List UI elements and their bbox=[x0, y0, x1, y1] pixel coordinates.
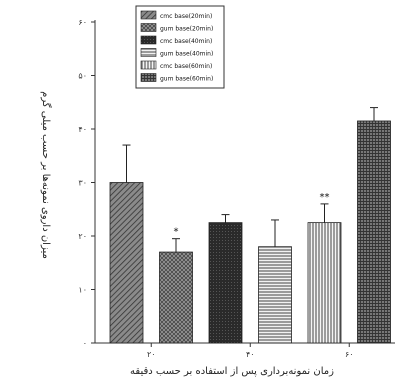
legend-label: gum base(20min) bbox=[160, 26, 213, 33]
legend-swatch bbox=[140, 10, 157, 20]
legend-swatch bbox=[140, 48, 157, 57]
significance-marker: * bbox=[174, 227, 179, 238]
x-axis-title: زمان نمونه‌برداری پس از استفاده بر حسب د… bbox=[130, 366, 334, 377]
x-tick-label: ۶۰ bbox=[345, 350, 354, 359]
y-axis-title: میزان داروی نمونه‌ها بر حسب میلی گرم bbox=[40, 91, 52, 259]
x-tick-group: ۲۰ ۴۰ ۶۰ bbox=[147, 343, 354, 359]
legend-label: cmc base(60min) bbox=[160, 63, 212, 70]
legend-label: cmc base(20min) bbox=[160, 13, 212, 20]
legend-label: gum base(60min) bbox=[160, 76, 213, 83]
y-tick-label: ۶۰ bbox=[78, 18, 87, 27]
bar bbox=[159, 251, 193, 344]
legend-swatch bbox=[140, 23, 157, 32]
bar bbox=[307, 222, 342, 344]
legend-items: cmc base(20min) gum base(20min) cmc base(4… bbox=[140, 10, 213, 83]
y-tick-label: ۳۰ bbox=[78, 179, 87, 188]
y-tick-group: ۰ ۱۰ ۲۰ ۳۰ ۴۰ ۵۰ ۶۰ bbox=[78, 18, 95, 348]
bar-group: *** bbox=[109, 107, 391, 344]
y-tick-label: ۴۰ bbox=[78, 125, 87, 134]
x-tick-label: ۴۰ bbox=[246, 350, 255, 359]
y-tick-label: ۱۰ bbox=[78, 286, 87, 295]
x-tick-label: ۲۰ bbox=[147, 350, 156, 359]
bar bbox=[357, 120, 391, 344]
bar bbox=[109, 182, 144, 344]
y-tick-label: ۵۰ bbox=[78, 72, 87, 81]
bar bbox=[208, 222, 243, 344]
legend-label: cmc base(40min) bbox=[160, 38, 212, 45]
legend-swatch bbox=[140, 60, 157, 70]
significance-marker: ** bbox=[320, 192, 330, 203]
legend-swatch bbox=[140, 35, 157, 45]
legend-label: gum base(40min) bbox=[160, 51, 213, 58]
y-tick-label: ۰ bbox=[83, 339, 87, 348]
legend: cmc base(20min) gum base(20min) cmc base(4… bbox=[135, 5, 225, 89]
legend-swatch bbox=[140, 73, 157, 82]
y-tick-label: ۲۰ bbox=[78, 232, 87, 241]
bar bbox=[258, 246, 292, 344]
